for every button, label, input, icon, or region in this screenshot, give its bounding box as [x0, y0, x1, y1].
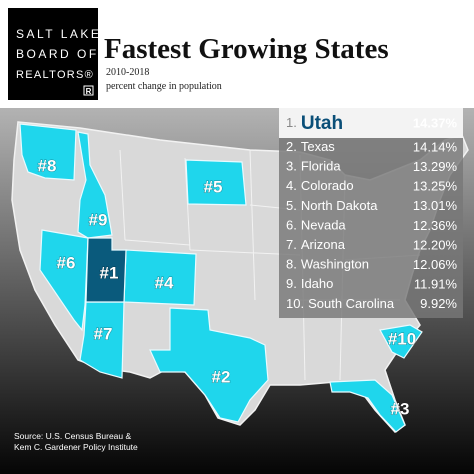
map-label: #8	[38, 156, 57, 175]
state: Washington	[301, 257, 369, 272]
change: 14.14%	[413, 139, 458, 154]
change: 12.06%	[413, 257, 458, 272]
state: Colorado	[301, 179, 354, 194]
rank: 7.	[286, 237, 297, 252]
state: Texas	[301, 139, 335, 154]
subtitle: percent change in population	[106, 81, 222, 92]
rank: 3.	[286, 159, 297, 174]
ranking-row: 9. Idaho	[286, 277, 333, 292]
rank: 8.	[286, 257, 297, 272]
utah	[85, 237, 127, 303]
state: Nevada	[301, 218, 347, 233]
change: 11.91%	[414, 277, 458, 292]
source-line: Source: U.S. Census Bureau &	[14, 431, 132, 441]
idaho	[77, 131, 113, 239]
map-label: #1	[100, 263, 119, 282]
years: 2010-2018	[106, 67, 149, 78]
change: 12.20%	[413, 237, 458, 252]
map-label: #3	[391, 399, 410, 418]
state: North Dakota	[301, 198, 378, 213]
rank: 9.	[286, 277, 297, 292]
ranking-row: 3. Florida	[286, 159, 341, 174]
state: Idaho	[301, 277, 334, 292]
map-labels: #1 #2 #3 #4 #5 #6 #7 #8 #9 #10	[37, 156, 417, 419]
rank: 1.	[286, 115, 297, 130]
source-line: Kem C. Gardener Policy Institute	[14, 442, 138, 452]
state: South Carolina	[308, 296, 395, 311]
map-label: #5	[204, 177, 223, 196]
change: 9.92%	[420, 296, 457, 311]
ranking-row: 2. Texas	[286, 139, 335, 154]
rank: 2.	[286, 139, 297, 154]
map-label: #2	[212, 367, 231, 386]
map-label: #10	[388, 329, 416, 348]
rank: 10.	[286, 296, 304, 311]
north-dakota	[185, 159, 247, 206]
map-label: #4	[155, 273, 174, 292]
ranking-row: 4. Colorado	[286, 179, 354, 194]
logo-line: BOARD OF	[16, 47, 99, 61]
ranking-row: 10. South Carolina	[286, 296, 395, 311]
ranking-row: 7. Arizona	[286, 237, 346, 252]
rank: 4.	[286, 179, 297, 194]
state: Arizona	[301, 237, 346, 252]
rank: 6.	[286, 218, 297, 233]
map-label: #6	[57, 253, 76, 272]
ranking-list: 1. Utah 14.37% 2. Texas 14.14% 3. Florida 13.29%…	[286, 113, 457, 311]
ranking-row: 6. Nevada	[286, 218, 346, 233]
rank: 5.	[286, 198, 297, 213]
logo-box	[8, 8, 98, 100]
state: Utah	[301, 113, 343, 134]
logo-line: SALT LAKE	[16, 27, 101, 41]
state: Florida	[301, 159, 342, 174]
change: 14.37%	[413, 115, 458, 130]
logo-line: REALTORS®	[16, 69, 94, 81]
washington	[19, 123, 77, 181]
texas	[149, 307, 269, 423]
florida	[329, 379, 406, 433]
ranking-top-row	[279, 108, 463, 138]
logo-mark: R	[86, 87, 92, 96]
ranking-panel	[279, 108, 463, 318]
change: 13.25%	[413, 179, 458, 194]
change: 13.01%	[413, 198, 458, 213]
ranking-row: 8. Washington	[286, 257, 369, 272]
logo-mark-box	[83, 85, 94, 96]
south-carolina	[379, 324, 423, 359]
logo: SALT LAKE BOARD OF REALTORS®	[16, 27, 101, 81]
map-label: #9	[89, 210, 108, 229]
change: 12.36%	[413, 218, 458, 233]
title: Fastest Growing States	[104, 33, 389, 65]
highlighted-states	[19, 123, 423, 433]
ranking-row: 1. Utah	[286, 113, 343, 134]
change: 13.29%	[413, 159, 458, 174]
map-label: #7	[94, 324, 113, 343]
ranking-row: 5. North Dakota	[286, 198, 378, 213]
